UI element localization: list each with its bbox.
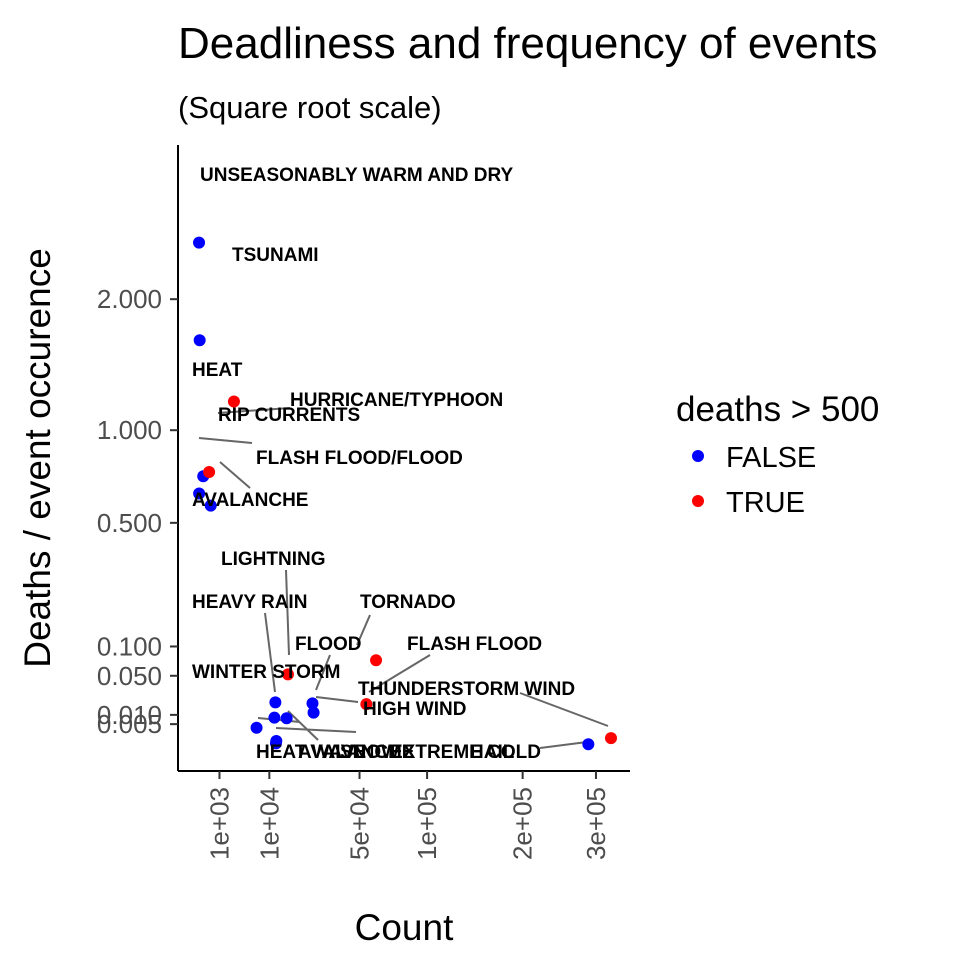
data-point — [193, 236, 206, 249]
point-label: FLASH FLOOD/FLOOD — [256, 448, 463, 469]
x-tick-label: 1e+03 — [204, 787, 234, 860]
chart-subtitle: (Square root scale) — [178, 90, 442, 125]
leader-line — [285, 569, 290, 656]
data-point — [193, 334, 206, 347]
point-label: RIP CURRENTS — [218, 405, 360, 426]
x-tick-label: 3e+05 — [581, 787, 611, 860]
x-axis-ticks: 1e+03 1e+04 5e+04 1e+05 2e+05 3e+05 — [204, 771, 611, 860]
data-point — [227, 395, 240, 408]
y-tick-label: 0.005 — [97, 709, 162, 739]
data-point — [281, 668, 294, 681]
point-label: LIGHTNING — [221, 549, 326, 570]
point-label: FLOOD — [295, 634, 362, 655]
legend: deaths > 500 FALSE TRUE — [676, 390, 879, 519]
data-point — [269, 737, 282, 750]
leader-line — [315, 696, 359, 703]
data-point — [269, 696, 282, 709]
data-point — [307, 706, 320, 719]
leader-line — [217, 407, 291, 414]
leader-line — [315, 654, 331, 691]
legend-key-false — [692, 450, 704, 462]
point-label: HURRICANE/TYPHOON — [290, 390, 503, 411]
leader-line — [264, 612, 276, 693]
data-point — [582, 738, 595, 751]
y-tick-label: 1.000 — [97, 415, 162, 445]
point-label: UNSEASONABLY WARM AND DRY — [200, 165, 514, 186]
leader-line — [356, 614, 371, 646]
point-label: HEAT — [192, 360, 243, 381]
data-point — [268, 711, 281, 724]
x-tick-label: 1e+04 — [254, 787, 284, 860]
point-label: HAIL — [470, 742, 515, 763]
point-label: HEAT WAVE — [256, 742, 366, 763]
point-label: HIGH WIND — [363, 699, 466, 720]
leader-line — [275, 727, 357, 733]
leader-line — [519, 692, 609, 727]
data-point — [370, 654, 383, 667]
x-axis-title: Count — [355, 907, 454, 948]
y-tick-label: 0.010 — [97, 700, 162, 730]
data-points — [193, 236, 617, 751]
data-point — [280, 712, 293, 725]
leader-line — [368, 654, 431, 693]
leader-lines — [198, 407, 609, 749]
chart-title: Deadliness and frequency of events — [178, 19, 878, 68]
legend-label-false: FALSE — [726, 442, 816, 474]
data-point — [306, 697, 319, 710]
point-label: EXTREME COLD — [390, 742, 541, 763]
leader-line — [219, 461, 251, 489]
y-tick-label: 0.500 — [97, 508, 162, 538]
point-label: FLASH FLOOD — [407, 634, 542, 655]
point-label: SNOW — [340, 742, 399, 763]
point-label: TSUNAMI — [232, 245, 319, 266]
data-point — [250, 721, 263, 734]
point-label: TORNADO — [360, 592, 456, 613]
x-tick-label: 2e+05 — [508, 787, 538, 860]
x-tick-label: 1e+05 — [412, 787, 442, 860]
point-labels: UNSEASONABLY WARM AND DRY TSUNAMI HEAT HURR… — [192, 165, 575, 763]
leader-line — [539, 741, 588, 749]
point-label: WINTER STORM — [192, 662, 340, 683]
point-label: AVALANCHE — [192, 490, 308, 511]
data-point — [203, 466, 216, 479]
y-axis-title: Deaths / event occurence — [17, 248, 58, 668]
legend-label-true: TRUE — [726, 487, 805, 519]
point-label: HEAVY RAIN — [192, 592, 307, 613]
y-tick-label: 2.000 — [97, 284, 162, 314]
point-label: THUNDERSTORM WIND — [358, 679, 575, 700]
data-point — [604, 732, 617, 745]
data-point — [204, 499, 217, 512]
legend-key-true — [692, 495, 704, 507]
y-tick-label: 0.100 — [97, 631, 162, 661]
data-point — [193, 487, 206, 500]
leader-line — [287, 710, 319, 741]
point-label: AVALANCHE — [298, 742, 414, 763]
data-point — [360, 698, 373, 711]
legend-title: deaths > 500 — [676, 390, 879, 429]
leader-line — [198, 437, 253, 444]
y-tick-label: 0.050 — [97, 661, 162, 691]
x-tick-label: 5e+04 — [345, 787, 375, 860]
